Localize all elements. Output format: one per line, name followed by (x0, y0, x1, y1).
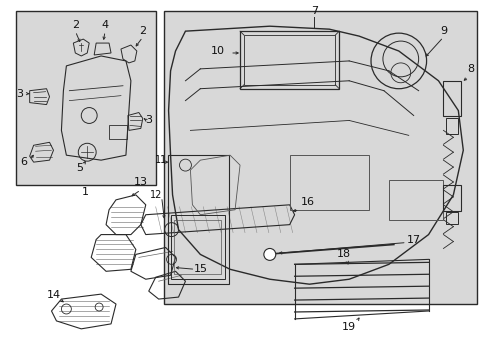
Text: 8: 8 (467, 64, 474, 74)
Text: 2: 2 (139, 26, 146, 36)
Bar (446, 212, 457, 224)
Text: 7: 7 (310, 6, 317, 16)
Bar (443, 81, 460, 117)
Text: 3: 3 (16, 89, 23, 99)
Bar (244, 35, 335, 85)
Bar (170, 215, 224, 279)
Text: 19: 19 (342, 322, 356, 332)
Bar (443, 185, 460, 211)
Circle shape (264, 248, 275, 260)
Text: 12: 12 (149, 190, 162, 200)
Bar (289, 155, 368, 210)
Text: 18: 18 (336, 249, 350, 260)
Bar (16, 11, 155, 185)
Text: 5: 5 (76, 163, 82, 173)
Text: 14: 14 (46, 290, 61, 300)
Bar (173, 220, 221, 274)
Bar (167, 155, 229, 284)
Text: 1: 1 (81, 187, 88, 197)
Text: 2: 2 (72, 20, 79, 30)
Text: 9: 9 (439, 26, 446, 36)
Text: 13: 13 (134, 177, 147, 187)
Text: 17: 17 (406, 234, 420, 244)
Bar (240, 31, 339, 89)
Bar (388, 180, 443, 220)
Text: 10: 10 (211, 46, 225, 56)
Text: 6: 6 (20, 157, 27, 167)
Bar (446, 118, 457, 134)
Text: 16: 16 (300, 197, 314, 207)
Bar (163, 11, 476, 304)
Text: 15: 15 (193, 264, 207, 274)
Text: 11: 11 (154, 155, 166, 165)
Text: 3: 3 (145, 116, 152, 126)
Bar (109, 125, 127, 139)
Text: 4: 4 (102, 20, 108, 30)
